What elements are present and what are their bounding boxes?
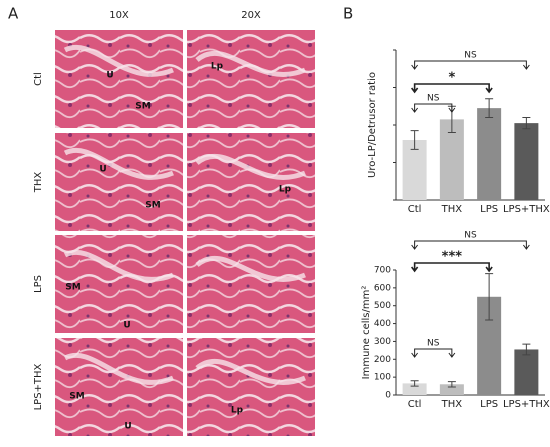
bar: [402, 140, 427, 200]
histology-image: [187, 235, 315, 333]
y-tick-label: 600: [374, 283, 391, 293]
error-bar: [410, 130, 419, 150]
image-tag: U: [99, 165, 106, 175]
y-tick-label: 0: [385, 391, 391, 401]
significance-label: ***: [442, 250, 463, 265]
y-tick-label: 100: [374, 373, 391, 383]
tissue-detail: [63, 353, 174, 385]
tissue-detail: [63, 148, 174, 180]
histology-image: [55, 338, 183, 436]
image-tag: Lp: [231, 406, 244, 416]
error-bar: [522, 117, 531, 130]
tissue-detail: [195, 359, 306, 385]
y-tick-label: 700: [374, 266, 391, 276]
significance-label: NS: [427, 339, 440, 349]
row-label: LPS: [33, 275, 44, 293]
row-label: Ctl: [33, 72, 44, 86]
image-tag: U: [123, 321, 130, 331]
error-bar: [447, 381, 456, 388]
tissue-detail: [63, 250, 174, 282]
image-tag: SM: [65, 283, 80, 293]
image-tag: SM: [145, 201, 160, 211]
image-tag: SM: [135, 102, 150, 112]
histology-image: [187, 338, 315, 436]
y-axis-label: Uro-LP/Detrusor ratio: [367, 72, 378, 178]
column-header: 20X: [241, 10, 261, 21]
error-bar: [522, 343, 531, 356]
x-tick-label: LPS: [480, 399, 498, 410]
significance-label: NS: [427, 94, 440, 104]
significance-label: NS: [464, 231, 477, 241]
histology-image: [187, 30, 315, 128]
image-tag: SM: [69, 392, 84, 402]
y-tick-label: 500: [374, 301, 391, 311]
error-bar: [410, 380, 419, 387]
tissue-detail: [63, 45, 174, 77]
significance-bracket: [411, 240, 530, 250]
error-bar: [485, 98, 494, 118]
x-tick-label: THX: [441, 204, 463, 215]
significance-bracket: [411, 60, 530, 70]
y-axis-label: Immune cells/mm²: [361, 286, 372, 380]
panel-label: A: [8, 5, 19, 23]
tissue-detail: [195, 256, 306, 282]
significance-label: *: [448, 71, 455, 86]
significance-bracket: [411, 348, 456, 358]
histology-image: [55, 30, 183, 128]
x-tick-label: LPS+THX: [503, 399, 550, 410]
bar: [514, 349, 539, 395]
panel-label: B: [343, 5, 353, 23]
tissue-detail: [195, 51, 306, 77]
image-tag: U: [106, 71, 113, 81]
significance-bracket: [410, 83, 493, 94]
bar: [402, 383, 427, 395]
bar: [439, 384, 464, 395]
row-label: THX: [33, 172, 44, 194]
y-tick-label: 300: [374, 337, 391, 347]
image-tag: Lp: [279, 185, 292, 195]
error-bar: [485, 273, 494, 321]
x-tick-label: Ctl: [408, 204, 422, 215]
y-tick-label: 400: [374, 319, 391, 329]
significance-label: NS: [464, 51, 477, 61]
significance-bracket: [411, 103, 456, 113]
bar: [514, 123, 539, 200]
tissue-detail: [195, 154, 306, 180]
image-tag: U: [124, 422, 131, 432]
image-tag: Lp: [211, 62, 224, 72]
x-tick-label: LPS+THX: [503, 204, 550, 215]
y-tick-label: 200: [374, 355, 391, 365]
column-header: 10X: [109, 10, 129, 21]
x-tick-label: Ctl: [408, 399, 422, 410]
x-tick-label: THX: [441, 399, 463, 410]
x-tick-label: LPS: [480, 204, 498, 215]
row-label: LPS+THX: [33, 363, 44, 410]
significance-bracket: [410, 262, 493, 273]
histology-image: [55, 133, 183, 231]
bar: [477, 108, 502, 200]
histology-image: [187, 133, 315, 231]
